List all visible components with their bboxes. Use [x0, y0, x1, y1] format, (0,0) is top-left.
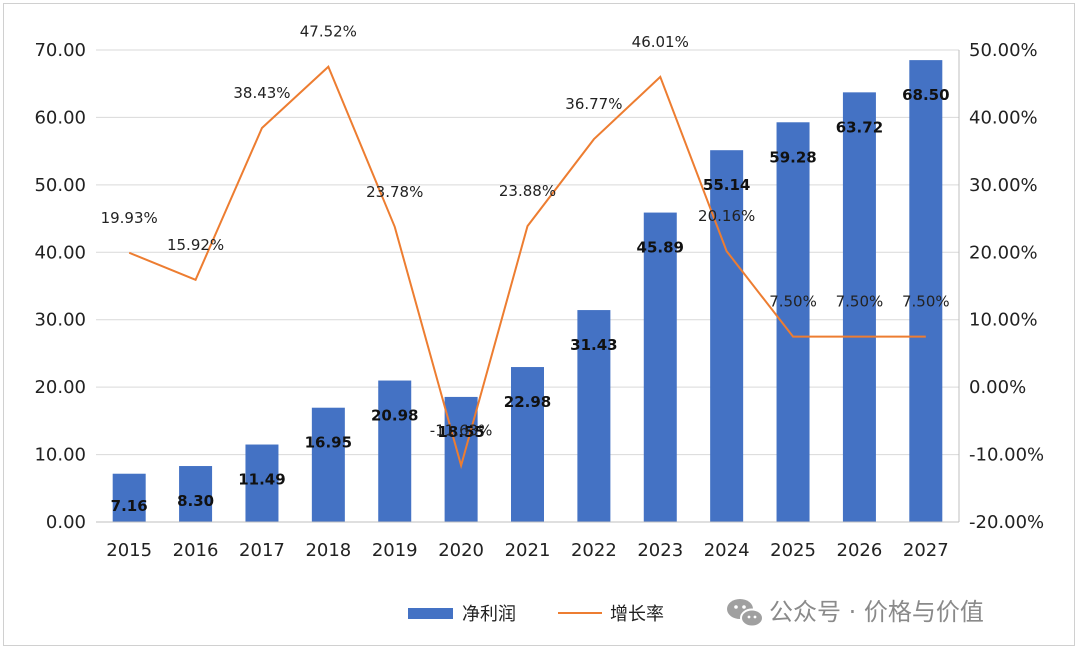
y-right-tick-label: -20.00%: [969, 512, 1044, 533]
line-value-label: 47.52%: [300, 23, 357, 41]
bar-series: [112, 60, 943, 522]
x-tick-label: 2025: [770, 540, 816, 561]
bar-value-label: 55.14: [703, 176, 750, 194]
bar: [378, 380, 412, 522]
y-right-tick-label: 20.00%: [969, 242, 1038, 263]
line-value-label: 7.50%: [836, 293, 884, 311]
bar: [710, 150, 744, 522]
legend-bar-swatch: [408, 608, 453, 619]
y-left-tick-label: 60.00: [34, 107, 86, 128]
y-left-tick-label: 70.00: [34, 40, 86, 61]
bar-value-label: 11.49: [238, 471, 285, 489]
legend-line-label: 增长率: [610, 604, 664, 625]
x-tick-label: 2021: [505, 540, 551, 561]
x-tick-label: 2022: [571, 540, 617, 561]
line-value-label: 19.93%: [101, 209, 158, 227]
line-value-label: 38.43%: [233, 84, 290, 102]
line-value-label: 7.50%: [902, 293, 950, 311]
bar: [179, 466, 213, 522]
bar: [511, 367, 544, 522]
line-value-label: 15.92%: [167, 236, 224, 254]
growth-line: [128, 65, 926, 470]
bar: [245, 444, 279, 522]
y-left-tick-label: 30.00: [34, 310, 86, 331]
x-tick-label: 2018: [305, 540, 351, 561]
x-tick-label: 2026: [837, 540, 883, 561]
x-tick-label: 2020: [438, 540, 484, 561]
line-value-label: 20.16%: [698, 207, 755, 225]
bar: [444, 396, 478, 522]
x-tick-label: 2019: [372, 540, 418, 561]
x-tick-label: 2023: [637, 540, 683, 561]
bar: [577, 310, 611, 522]
bar: [909, 60, 943, 522]
x-tick-label: 2015: [106, 540, 152, 561]
legend-bar-label: 净利润: [462, 604, 516, 625]
watermark-text: 公众号 · 价格与价值: [769, 598, 984, 626]
y-left-tick-label: 50.00: [34, 175, 86, 196]
y-left-tick-label: 20.00: [34, 377, 86, 398]
legend: 净利润 增长率: [408, 604, 664, 625]
chart-svg: 0.00 -20.00% 10.00 -10.00% 20.00 0.00% 30.00 10…: [34, 23, 1044, 628]
x-tick-label: 2017: [239, 540, 285, 561]
bar-value-label: 68.50: [902, 86, 949, 104]
x-tick-label: 2016: [173, 540, 219, 561]
bar-value-label: 7.16: [111, 497, 148, 515]
bar-value-label: 20.98: [371, 407, 418, 425]
bar-value-label: 18.55: [437, 423, 484, 441]
y-left-tick-label: 10.00: [34, 445, 86, 466]
line-value-label: 23.78%: [366, 183, 423, 201]
bar-value-label: 16.95: [305, 434, 352, 452]
bar-value-label: 45.89: [637, 239, 684, 257]
axes: 0.00 -20.00% 10.00 -10.00% 20.00 0.00% 30.00 10…: [34, 40, 1044, 561]
y-left-tick-label: 0.00: [46, 512, 86, 533]
wechat-icon: [727, 599, 764, 628]
y-right-tick-label: 50.00%: [969, 40, 1038, 61]
bar: [112, 473, 146, 522]
bar-value-label: 63.72: [836, 118, 883, 136]
bar-value-label: 59.28: [769, 148, 816, 166]
line-series: [128, 65, 926, 470]
watermark: 公众号 · 价格与价值: [727, 598, 984, 628]
line-value-label: 7.50%: [769, 293, 817, 311]
line-value-label: -11.63%: [430, 422, 493, 440]
line-value-label: 36.77%: [565, 95, 622, 113]
line-value-label: 46.01%: [632, 33, 689, 51]
y-right-tick-label: 40.00%: [969, 107, 1038, 128]
y-left-tick-label: 40.00: [34, 242, 86, 263]
bar-value-label: 8.30: [177, 492, 214, 510]
y-right-tick-label: 10.00%: [969, 310, 1038, 331]
bar-value-label: 31.43: [570, 336, 617, 354]
y-right-tick-label: -10.00%: [969, 445, 1044, 466]
bar-data-labels: 7.16 8.30 11.49 16.95 20.98 18.55 22.98 31.43 45…: [111, 86, 950, 515]
x-tick-label: 2027: [903, 540, 949, 561]
y-right-tick-label: 30.00%: [969, 175, 1038, 196]
line-value-label: 23.88%: [499, 182, 556, 200]
bar-value-label: 22.98: [504, 393, 551, 411]
bar: [311, 407, 345, 522]
line-data-labels: 19.93% 15.92% 38.43% 47.52% 23.78% -11.63% 23.…: [101, 23, 950, 440]
bar: [842, 92, 876, 522]
chart-frame: 0.00 -20.00% 10.00 -10.00% 20.00 0.00% 30.00 10…: [3, 3, 1075, 646]
grid-lines: [96, 49, 959, 456]
y-right-tick-label: 0.00%: [969, 377, 1026, 398]
x-tick-label: 2024: [704, 540, 750, 561]
bar: [643, 212, 677, 522]
